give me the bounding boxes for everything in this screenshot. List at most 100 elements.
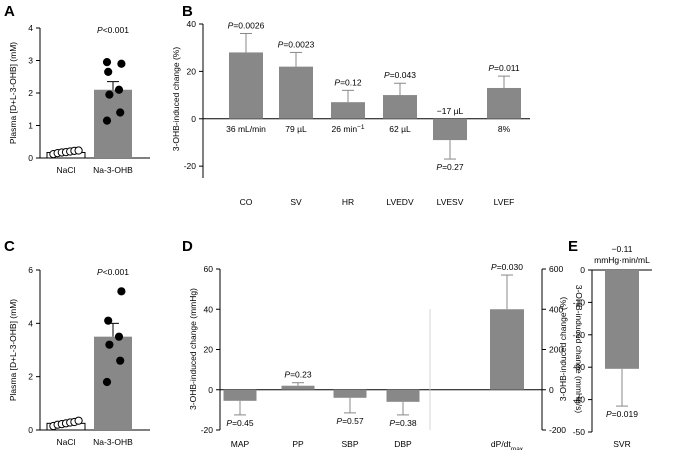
bar-hr: [331, 102, 365, 119]
bar-pp: [281, 385, 315, 390]
bar-map: [223, 389, 257, 401]
category-label-sbp: SBP: [341, 439, 358, 449]
data-point-nacl: [74, 416, 83, 425]
p-value-sbp: P=0.57: [336, 416, 363, 426]
absolute-change-hr: 26 min−1: [332, 123, 365, 134]
panel-b-y-tick-label: 20: [187, 66, 197, 76]
p-value-lvedv: P=0.043: [384, 70, 416, 80]
category-label-svr: SVR: [613, 439, 630, 449]
bar-co: [229, 52, 263, 119]
category-label-pp: PP: [292, 439, 304, 449]
panel-letter-d: D: [182, 238, 193, 255]
bar-svr: [605, 270, 639, 369]
panel-b-y-tick-label: -20: [184, 161, 197, 171]
p-value-sv: P=0.0023: [278, 39, 315, 49]
panel-d-left-y-tick-label: 40: [204, 304, 214, 314]
p-value-map: P=0.45: [226, 418, 253, 428]
category-label-nacl: NaCl: [57, 165, 76, 175]
y-axis-label-right: 3-OHB-induced change (mmHg/s): [574, 285, 584, 414]
absolute-change-lvesv: −17 µL: [437, 106, 464, 116]
data-point-na-3-ohb: [102, 116, 112, 125]
p-value-hr: P=0.12: [334, 77, 361, 87]
data-point-na-3-ohb: [105, 340, 114, 349]
category-label-dbp: DBP: [394, 439, 412, 449]
p-value-dp-dt-max: P=0.030: [491, 262, 523, 272]
category-label-lvedv: LVEDV: [386, 197, 414, 207]
panel-d-left-y-tick-label: 0: [208, 385, 213, 395]
y-axis-label: Plasma [D+L-3-OHB] (mM): [8, 299, 18, 401]
y-axis-label: Plasma [D+L-3-OHB] (mM): [8, 42, 18, 144]
y-axis-label: 3-OHB-induced change (%): [171, 47, 181, 152]
category-label-co: CO: [240, 197, 253, 207]
panel-e-y-tick-label: -30: [573, 362, 586, 372]
absolute-change-co: 36 mL/min: [226, 124, 266, 134]
panel-d-right-y-tick-label: 400: [549, 304, 563, 314]
panel-b-y-tick-label: 40: [187, 19, 197, 29]
panel-a-y-tick-label: 0: [28, 153, 33, 163]
y-axis-label-left: 3-OHB-induced change (mmHg): [188, 288, 198, 410]
p-value-co: P=0.0026: [228, 20, 265, 30]
bar-lvedv: [383, 95, 417, 119]
data-point-na-3-ohb: [102, 377, 112, 387]
p-value-svr: P=0.019: [606, 409, 638, 419]
panel-d-right-y-tick-label: 600: [549, 264, 563, 274]
absolute-change-lvef: 8%: [498, 124, 511, 134]
panel-e-y-tick-label: -20: [573, 330, 586, 340]
panel-letter-c: C: [4, 238, 15, 255]
panel-b-y-tick-label: 0: [191, 114, 196, 124]
bar-lvesv: [433, 118, 467, 141]
panel-d-right-y-tick-label: -200: [549, 425, 566, 435]
category-label-sv: SV: [290, 197, 302, 207]
panel-letter-b: B: [182, 3, 193, 20]
panel-d-right-y-tick-label: 0: [549, 385, 554, 395]
bar-sv: [279, 66, 313, 119]
panel-a-y-tick-label: 4: [28, 23, 33, 33]
bar-na-3-ohb: [94, 336, 132, 430]
panel-c-y-tick-label: 4: [28, 318, 33, 328]
panel-e-y-tick-label: -40: [573, 395, 586, 405]
data-point-na-3-ohb: [117, 59, 126, 68]
category-label-dp-dt-max: dP/dtmax: [491, 439, 524, 450]
category-label-lvef: LVEF: [494, 197, 515, 207]
y-axis-label: 3-OHB-induced change (%): [558, 297, 568, 402]
data-point-nacl: [74, 146, 83, 155]
p-value-annotation: P<0.001: [97, 267, 129, 277]
panel-d-right-y-tick-label: 200: [549, 345, 563, 355]
category-label-nacl: NaCl: [57, 437, 76, 447]
panel-e-y-tick-label: 0: [580, 265, 585, 275]
p-value-lvef: P=0.011: [488, 63, 520, 73]
panel-e-y-tick-label: -10: [573, 297, 586, 307]
p-value-dbp: P=0.38: [389, 418, 416, 428]
data-point-na-3-ohb: [117, 287, 126, 296]
data-point-na-3-ohb: [104, 67, 113, 76]
data-point-na-3-ohb: [105, 90, 114, 99]
p-value-lvesv: P=0.27: [436, 162, 463, 172]
bar-dp-dt-max: [490, 309, 524, 390]
panel-c-y-tick-label: 0: [28, 425, 33, 435]
panel-b: B -20 0 20 40 3-OHB-induced change (%) P=0.002…: [171, 3, 530, 207]
bar-dbp: [386, 389, 420, 402]
p-value-pp: P=0.23: [284, 370, 311, 380]
category-label-map: MAP: [231, 439, 250, 449]
absolute-change-sv: 79 µL: [285, 124, 307, 134]
panel-c-y-tick-label: 6: [28, 265, 33, 275]
panel-a-y-tick-label: 2: [28, 88, 33, 98]
panel-d-left-y-tick-label: 60: [204, 264, 214, 274]
category-label-hr: HR: [342, 197, 354, 207]
data-point-na-3-ohb: [116, 108, 125, 117]
panel-c-y-tick-label: 2: [28, 372, 33, 382]
data-point-na-3-ohb: [104, 316, 113, 325]
panel-letter-e: E: [568, 238, 578, 255]
panel-a-y-tick-label: 3: [28, 56, 33, 66]
data-point-na-3-ohb: [116, 356, 125, 365]
bar-lvef: [487, 87, 521, 119]
p-value-annotation: P<0.001: [97, 25, 129, 35]
category-label-lvesv: LVESV: [437, 197, 464, 207]
panel-d-left-y-tick-label: 20: [204, 345, 214, 355]
category-label-na-3-ohb: Na-3-OHB: [93, 437, 133, 447]
panel-e: E0 -10 -20 -30 -40 -50 3-OHB-induced change (%…: [558, 238, 652, 449]
absolute-change-value: −0.11: [612, 244, 633, 254]
data-point-na-3-ohb: [102, 58, 112, 67]
